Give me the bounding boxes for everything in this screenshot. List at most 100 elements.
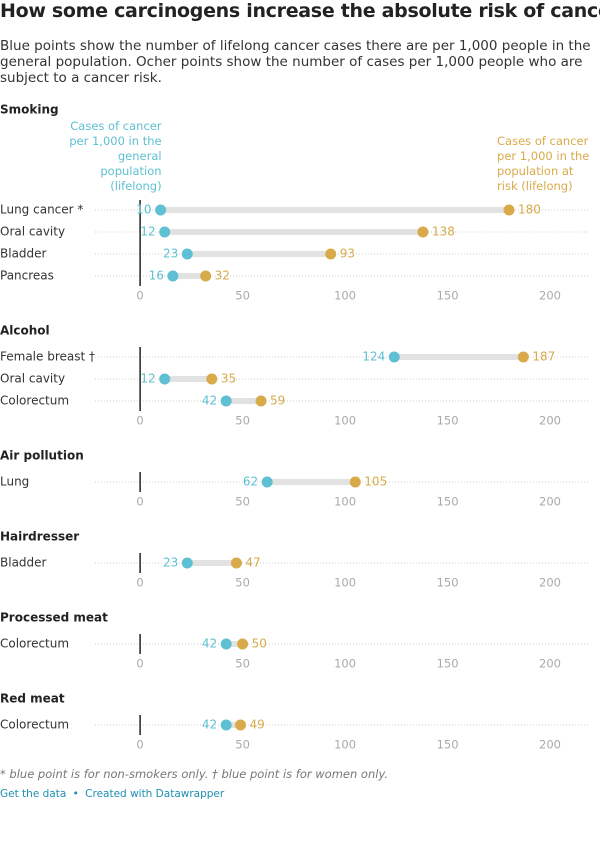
value-label: 50 bbox=[252, 637, 267, 651]
page-title: How some carcinogens increase the absolu… bbox=[0, 0, 600, 22]
separator: • bbox=[72, 788, 79, 800]
point bbox=[503, 204, 515, 216]
point bbox=[181, 248, 193, 260]
point bbox=[230, 557, 242, 569]
value-label: 12 bbox=[140, 225, 155, 239]
value-label: 59 bbox=[270, 394, 285, 408]
x-tick-label: 200 bbox=[539, 414, 561, 428]
category-label: Colorectum bbox=[0, 394, 69, 408]
credit-link[interactable]: Created with Datawrapper bbox=[85, 788, 225, 800]
x-tick-label: 150 bbox=[437, 657, 459, 671]
x-tick-label: 100 bbox=[334, 576, 356, 590]
value-label: 124 bbox=[362, 350, 385, 364]
value-label: 23 bbox=[163, 556, 178, 570]
x-tick-label: 50 bbox=[235, 657, 250, 671]
description: Blue points show the number of lifelong … bbox=[0, 38, 591, 86]
category-label: Oral cavity bbox=[0, 225, 65, 239]
legend-label: Cases of cancer per 1,000 in the populat… bbox=[497, 134, 590, 193]
x-tick-label: 100 bbox=[334, 289, 356, 303]
x-tick-label: 0 bbox=[136, 738, 143, 752]
point bbox=[517, 351, 529, 363]
panel-title: Air pollution bbox=[0, 449, 84, 463]
x-tick-label: 150 bbox=[437, 414, 459, 428]
x-tick-label: 50 bbox=[235, 495, 250, 509]
value-label: 187 bbox=[532, 350, 555, 364]
legend-label: Cases of cancer per 1,000 in the general… bbox=[69, 119, 162, 193]
x-tick-label: 0 bbox=[136, 657, 143, 671]
point bbox=[167, 270, 179, 282]
point bbox=[417, 226, 429, 238]
x-tick-label: 0 bbox=[136, 495, 143, 509]
panel-title: Processed meat bbox=[0, 611, 108, 625]
value-label: 62 bbox=[243, 475, 258, 489]
x-tick-label: 100 bbox=[334, 657, 356, 671]
category-label: Lung cancer * bbox=[0, 203, 83, 217]
x-tick-label: 50 bbox=[235, 576, 250, 590]
x-tick-label: 50 bbox=[235, 738, 250, 752]
x-tick-label: 200 bbox=[539, 576, 561, 590]
value-label: 10 bbox=[136, 203, 151, 217]
value-label: 180 bbox=[518, 203, 541, 217]
x-tick-label: 50 bbox=[235, 289, 250, 303]
x-tick-label: 50 bbox=[235, 414, 250, 428]
x-tick-label: 100 bbox=[334, 738, 356, 752]
x-tick-label: 100 bbox=[334, 414, 356, 428]
point bbox=[159, 226, 171, 238]
point bbox=[235, 719, 247, 731]
point bbox=[237, 638, 249, 650]
value-label: 42 bbox=[202, 394, 217, 408]
category-label: Pancreas bbox=[0, 269, 54, 283]
point bbox=[220, 395, 232, 407]
category-label: Colorectum bbox=[0, 637, 69, 651]
category-label: Bladder bbox=[0, 247, 47, 261]
point bbox=[200, 270, 212, 282]
value-label: 12 bbox=[140, 372, 155, 386]
point bbox=[255, 395, 267, 407]
x-tick-label: 200 bbox=[539, 495, 561, 509]
category-label: Female breast † bbox=[0, 350, 95, 364]
point bbox=[220, 719, 232, 731]
panel-title: Red meat bbox=[0, 692, 65, 706]
panel-title: Hairdresser bbox=[0, 530, 79, 544]
point bbox=[325, 248, 337, 260]
category-label: Oral cavity bbox=[0, 372, 65, 386]
panel-title: Alcohol bbox=[0, 324, 50, 338]
x-tick-label: 0 bbox=[136, 289, 143, 303]
value-label: 105 bbox=[364, 475, 387, 489]
data-link[interactable]: Get the data bbox=[0, 788, 67, 800]
value-label: 138 bbox=[432, 225, 455, 239]
category-label: Colorectum bbox=[0, 718, 69, 732]
point bbox=[206, 373, 218, 385]
point bbox=[261, 476, 273, 488]
point bbox=[388, 351, 400, 363]
footer: Get the data • Created with Datawrapper bbox=[0, 788, 227, 800]
x-tick-label: 150 bbox=[437, 576, 459, 590]
x-tick-label: 150 bbox=[437, 289, 459, 303]
x-tick-label: 0 bbox=[136, 414, 143, 428]
x-tick-label: 150 bbox=[437, 495, 459, 509]
value-label: 47 bbox=[245, 556, 260, 570]
x-tick-label: 0 bbox=[136, 576, 143, 590]
value-label: 16 bbox=[149, 269, 164, 283]
point bbox=[159, 373, 171, 385]
x-tick-label: 100 bbox=[334, 495, 356, 509]
notes: * blue point is for non-smokers only. † … bbox=[0, 767, 389, 781]
value-label: 32 bbox=[215, 269, 230, 283]
value-label: 49 bbox=[250, 718, 265, 732]
value-label: 42 bbox=[202, 637, 217, 651]
value-label: 93 bbox=[340, 247, 355, 261]
x-tick-label: 200 bbox=[539, 657, 561, 671]
x-tick-label: 200 bbox=[539, 289, 561, 303]
point bbox=[349, 476, 361, 488]
panel-title: Smoking bbox=[0, 103, 59, 117]
category-label: Bladder bbox=[0, 556, 47, 570]
value-label: 23 bbox=[163, 247, 178, 261]
point bbox=[220, 638, 232, 650]
point bbox=[181, 557, 193, 569]
x-tick-label: 200 bbox=[539, 738, 561, 752]
value-label: 35 bbox=[221, 372, 236, 386]
x-tick-label: 150 bbox=[437, 738, 459, 752]
point bbox=[155, 204, 167, 216]
